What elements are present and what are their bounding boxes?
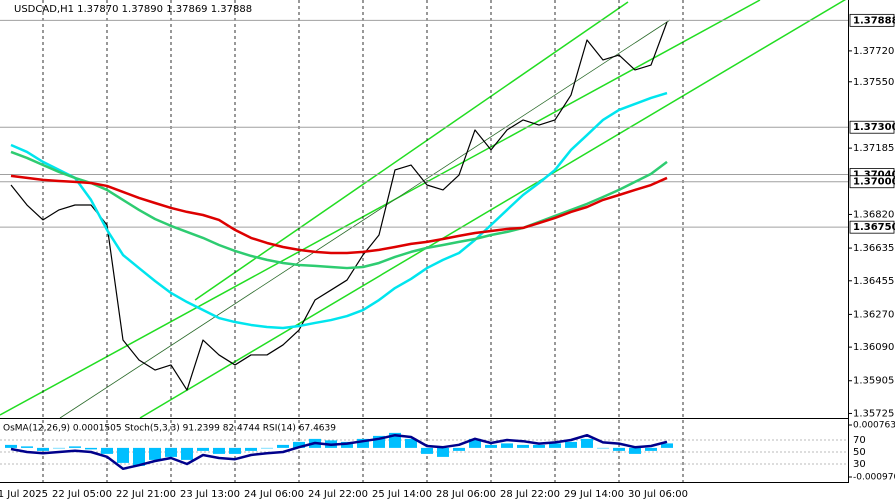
osma-bar <box>21 446 33 448</box>
x-tick-label: 24 Jul 22:00 <box>308 489 368 500</box>
osma-bar <box>181 447 193 460</box>
channel-line <box>139 0 847 419</box>
chart-title: USDCAD,H1 1.37870 1.37890 1.37869 1.3788… <box>14 4 252 15</box>
x-tick-label: 21 Jul 2025 <box>0 489 48 500</box>
osma-bar <box>501 443 513 448</box>
osma-bar <box>197 447 209 451</box>
series-line <box>10 91 668 330</box>
level-box <box>849 13 895 27</box>
osma-bar <box>261 447 273 449</box>
osma-bar <box>549 443 561 448</box>
osma-bar <box>69 446 81 448</box>
x-tick-label: 22 Jul 05:00 <box>52 489 112 500</box>
y-tick-label: 1.35725 <box>853 408 894 419</box>
y-tick-label: 1.36090 <box>853 342 894 353</box>
osma-bar <box>421 447 433 454</box>
osma-bar <box>661 443 673 448</box>
series-line <box>10 174 668 255</box>
osma-bar <box>357 438 369 448</box>
x-tick-label: 24 Jul 06:00 <box>244 489 304 500</box>
y-tick-label: 1.37185 <box>853 143 894 154</box>
y-tick-label: 1.36820 <box>853 209 894 220</box>
osma-bar <box>101 447 113 454</box>
level-box <box>849 220 895 234</box>
osma-bar <box>117 447 129 463</box>
channel-mid <box>59 19 671 419</box>
level-label: 1.36750 <box>853 222 895 233</box>
osma-bar <box>133 447 145 466</box>
osma-bar <box>165 447 177 457</box>
x-tick-label: 30 Jul 06:00 <box>628 489 688 500</box>
osma-bar <box>581 438 593 448</box>
channel-line <box>194 1 629 301</box>
y2-tick-label: 0.000763 <box>853 421 895 431</box>
y2-tick-label: -0.000970 <box>853 473 895 483</box>
y-tick-label: 1.36635 <box>853 243 894 254</box>
level-box <box>849 120 895 134</box>
indicator-title: OsMA(12,26,9) 0.0001505 Stoch(5,3,3) 91.… <box>3 424 336 434</box>
y-tick-label: 1.36455 <box>853 276 894 287</box>
y-tick-label: 30 <box>853 459 866 470</box>
osma-bar <box>517 444 529 448</box>
level-label: 1.37888 <box>853 15 895 26</box>
osma-bar <box>293 441 305 448</box>
osma-bar <box>437 447 449 457</box>
series-line <box>10 150 668 270</box>
osma-bar <box>277 444 289 448</box>
x-tick-label: 29 Jul 14:00 <box>564 489 624 500</box>
osma-bar <box>85 447 97 450</box>
osma-bar <box>597 447 609 449</box>
osma-bar <box>485 444 497 448</box>
x-tick-label: 28 Jul 06:00 <box>436 489 496 500</box>
x-tick-label: 23 Jul 13:00 <box>180 489 240 500</box>
level-label: 1.37000 <box>853 177 895 188</box>
x-tick-label: 28 Jul 22:00 <box>500 489 560 500</box>
y-tick-label: 70 <box>853 435 866 446</box>
level-label: 1.37300 <box>853 122 895 133</box>
y-tick-label: 1.35905 <box>853 376 894 387</box>
osma-bar <box>341 441 353 448</box>
osma-bar <box>149 447 161 460</box>
y-tick-label: 1.37720 <box>853 46 894 57</box>
level-box <box>849 175 895 189</box>
series-line <box>10 433 668 471</box>
osma-bar <box>533 444 545 448</box>
osma-bar <box>405 438 417 448</box>
series-line <box>10 21 668 391</box>
osma-bar <box>245 447 257 451</box>
x-tick-label: 22 Jul 21:00 <box>116 489 176 500</box>
y-tick-label: 50 <box>853 447 866 458</box>
osma-bar <box>453 447 465 451</box>
osma-bar <box>565 441 577 448</box>
osma-bar <box>613 447 625 451</box>
osma-bar <box>53 447 65 449</box>
osma-bar <box>229 447 241 454</box>
osma-bar <box>469 438 481 448</box>
osma-bar <box>645 447 657 451</box>
y-tick-label: 1.37550 <box>853 77 894 88</box>
osma-bar <box>37 447 49 451</box>
osma-bar <box>5 444 17 448</box>
x-tick-label: 25 Jul 14:00 <box>372 489 432 500</box>
y-tick-label: 1.36270 <box>853 309 894 320</box>
level-label: 1.37040 <box>853 169 895 180</box>
osma-bar <box>629 447 641 454</box>
osma-bar <box>213 447 225 454</box>
